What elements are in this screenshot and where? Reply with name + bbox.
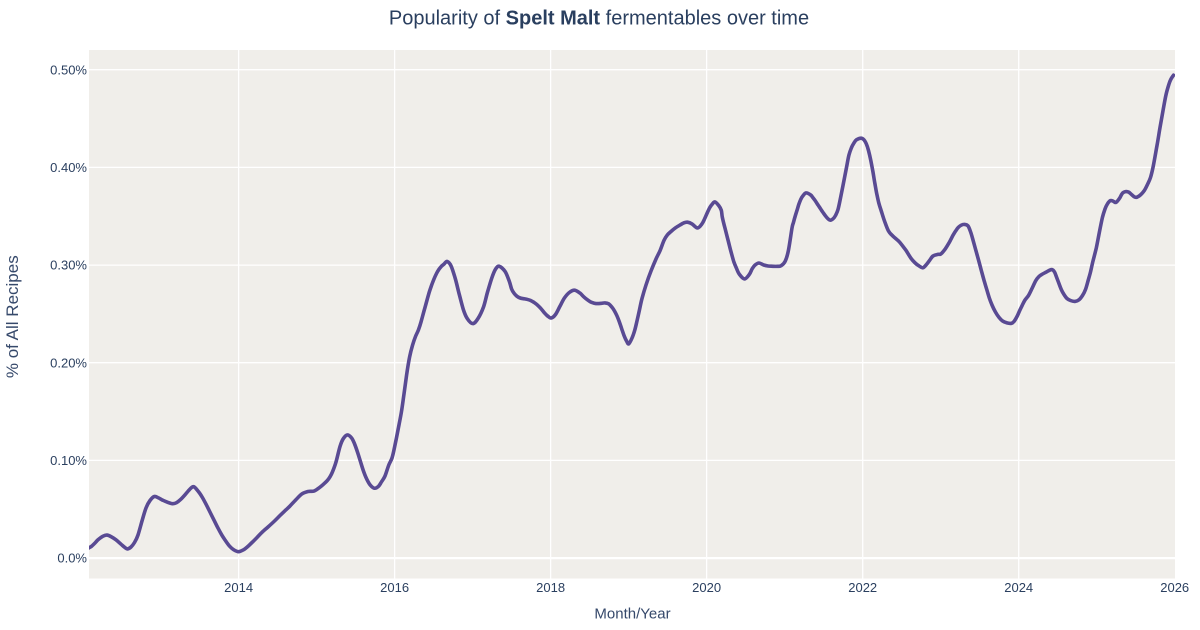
svg-text:Month/Year: Month/Year	[594, 606, 670, 623]
svg-text:0.10%: 0.10%	[50, 453, 87, 468]
svg-text:2016: 2016	[380, 580, 409, 595]
svg-text:0.40%: 0.40%	[50, 160, 87, 175]
svg-text:2024: 2024	[1004, 580, 1033, 595]
svg-text:% of All Recipes: % of All Recipes	[3, 255, 22, 378]
svg-text:0.50%: 0.50%	[50, 62, 87, 77]
svg-text:0.20%: 0.20%	[50, 355, 87, 370]
svg-text:0.30%: 0.30%	[50, 258, 87, 273]
svg-text:Popularity of Spelt Malt ferme: Popularity of Spelt Malt fermentables ov…	[389, 8, 809, 30]
svg-text:2020: 2020	[692, 580, 721, 595]
svg-text:2018: 2018	[536, 580, 565, 595]
svg-text:2026: 2026	[1160, 580, 1189, 595]
svg-text:2022: 2022	[848, 580, 877, 595]
svg-text:0.0%: 0.0%	[57, 551, 87, 566]
svg-text:2014: 2014	[224, 580, 253, 595]
